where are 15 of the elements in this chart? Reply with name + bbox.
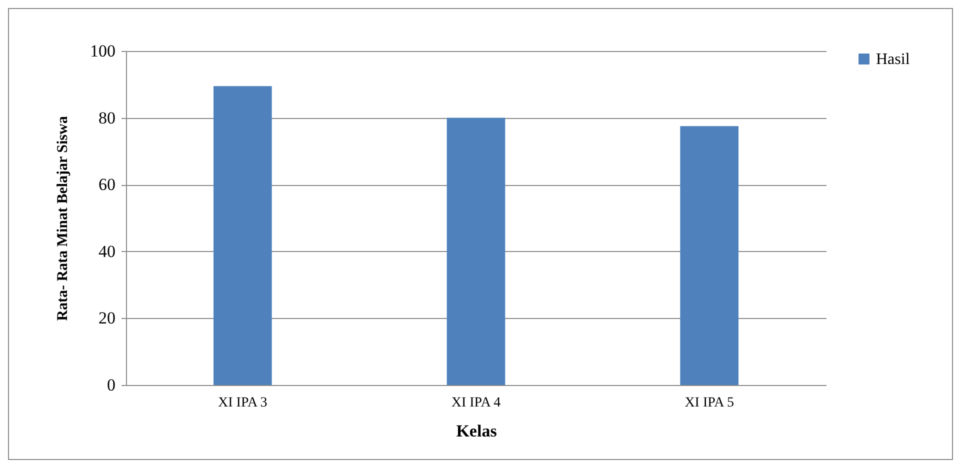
bar	[214, 86, 272, 385]
x-axis-title: Kelas	[456, 422, 498, 440]
y-tick-label: 20	[98, 308, 116, 328]
legend-label: Hasil	[876, 51, 910, 68]
bar	[446, 118, 506, 385]
y-axis-title: Rata- Rata Minat Belajar Siswa	[55, 116, 71, 321]
bar	[680, 126, 738, 385]
y-tick-label: 60	[98, 175, 116, 194]
x-tick-label: XI IPA 4	[451, 396, 501, 410]
y-tick-label: 0	[107, 376, 116, 394]
x-tick-label: XI IPA 3	[218, 396, 268, 410]
y-tick-label: 40	[98, 242, 116, 261]
x-tick-label: XI IPA 5	[684, 396, 734, 410]
y-tick-label: 80	[98, 108, 116, 128]
y-tick-label: 100	[90, 42, 116, 60]
